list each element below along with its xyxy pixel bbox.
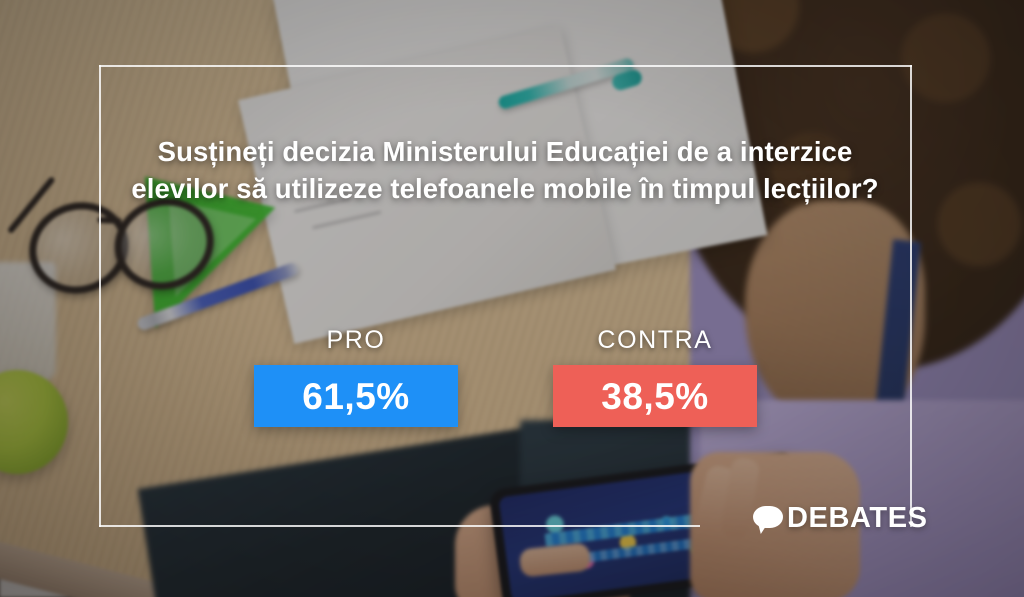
brand-name: DEBATES [787, 502, 928, 534]
glass-cup [0, 262, 56, 382]
result-column-contra: CONTRA 38,5% [553, 326, 757, 427]
result-value-contra: 38,5% [601, 375, 709, 417]
option-label-contra: CONTRA [597, 326, 713, 354]
speech-bubble-icon [753, 506, 783, 534]
brand-logo: DEBATES [753, 502, 928, 534]
result-bar-pro: 61,5% [254, 365, 458, 427]
result-bar-contra: 38,5% [553, 365, 757, 427]
option-label-pro: PRO [326, 326, 386, 354]
result-value-pro: 61,5% [302, 375, 410, 417]
result-column-pro: PRO 61,5% [254, 326, 458, 427]
poll-question: Susțineți decizia Ministerului Educației… [131, 136, 879, 205]
poll-results: PRO 61,5% CONTRA 38,5% [99, 326, 912, 427]
